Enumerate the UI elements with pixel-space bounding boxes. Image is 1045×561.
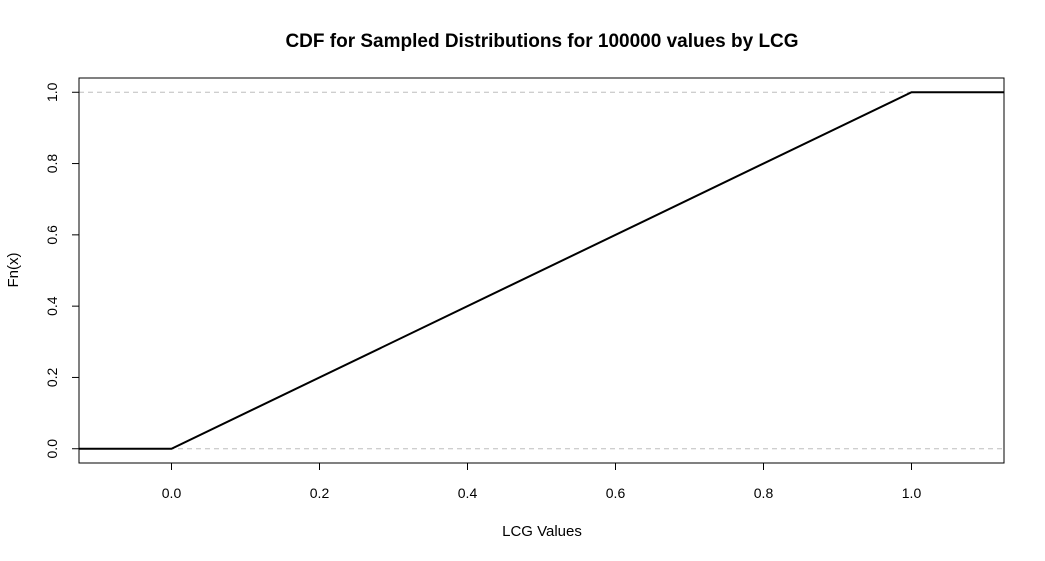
chart-title: CDF for Sampled Distributions for 100000… <box>285 31 798 52</box>
x-tick-label: 0.6 <box>606 485 626 501</box>
x-tick-label: 0.8 <box>754 485 774 501</box>
series-layer <box>79 91 1004 450</box>
y-tick-label: 1.0 <box>44 82 60 102</box>
x-axis-label: LCG Values <box>502 523 582 540</box>
series-line-0 <box>79 91 1004 450</box>
x-axis: 0.0 0.2 0.4 0.6 0.8 1.0 <box>162 462 922 501</box>
y-axis: 0.0 0.2 0.4 0.6 0.8 1.0 <box>44 82 80 459</box>
y-tick-label: 0.4 <box>44 296 60 316</box>
reference-lines <box>79 91 1004 450</box>
y-tick-label: 0.6 <box>44 225 60 245</box>
y-tick-label: 0.8 <box>44 154 60 174</box>
y-tick-label: 0.0 <box>44 439 60 459</box>
x-tick-label: 1.0 <box>902 485 922 501</box>
y-axis-label: Fn(x) <box>5 253 22 288</box>
y-tick-label: 0.2 <box>44 368 60 388</box>
x-tick-label: 0.4 <box>458 485 478 501</box>
x-tick-label: 0.0 <box>162 485 182 501</box>
x-tick-label: 0.2 <box>310 485 330 501</box>
